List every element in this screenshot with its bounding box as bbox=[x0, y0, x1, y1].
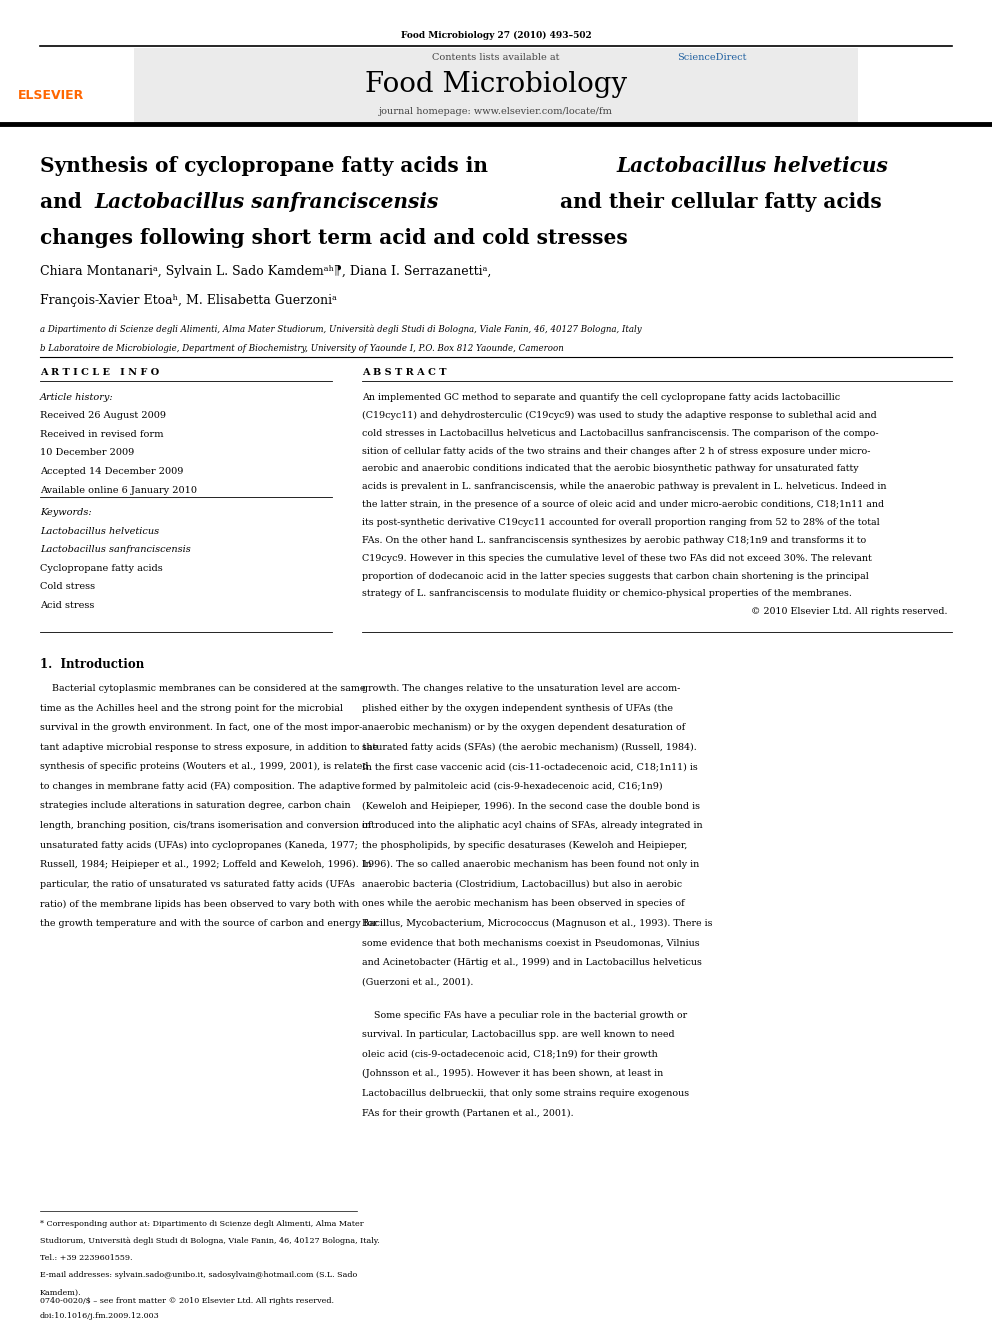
Text: and Acinetobacter (Härtig et al., 1999) and in Lactobacillus helveticus: and Acinetobacter (Härtig et al., 1999) … bbox=[362, 958, 702, 967]
Text: (Guerzoni et al., 2001).: (Guerzoni et al., 2001). bbox=[362, 978, 473, 987]
Text: Synthesis of cyclopropane fatty acids in: Synthesis of cyclopropane fatty acids in bbox=[40, 156, 495, 176]
Text: Lactobacillus sanfranciscensis: Lactobacillus sanfranciscensis bbox=[40, 545, 190, 554]
Text: (C19cyc11) and dehydrosterculic (C19cyc9) was used to study the adaptive respons: (C19cyc11) and dehydrosterculic (C19cyc9… bbox=[362, 410, 877, 419]
Text: A R T I C L E   I N F O: A R T I C L E I N F O bbox=[40, 368, 159, 377]
Text: Lactobacillus delbrueckii, that only some strains require exogenous: Lactobacillus delbrueckii, that only som… bbox=[362, 1089, 689, 1098]
Text: cold stresses in Lactobacillus helveticus and Lactobacillus sanfranciscensis. Th: cold stresses in Lactobacillus helveticu… bbox=[362, 429, 879, 438]
Text: Received in revised form: Received in revised form bbox=[40, 430, 163, 439]
Text: some evidence that both mechanisms coexist in Pseudomonas, Vilnius: some evidence that both mechanisms coexi… bbox=[362, 938, 699, 947]
Text: FAs for their growth (Partanen et al., 2001).: FAs for their growth (Partanen et al., 2… bbox=[362, 1109, 573, 1118]
Text: synthesis of specific proteins (Wouters et al., 1999, 2001), is related: synthesis of specific proteins (Wouters … bbox=[40, 762, 368, 771]
Text: (Johnsson et al., 1995). However it has been shown, at least in: (Johnsson et al., 1995). However it has … bbox=[362, 1069, 664, 1078]
Text: the latter strain, in the presence of a source of oleic acid and under micro-aer: the latter strain, in the presence of a … bbox=[362, 500, 884, 509]
Text: Food Microbiology: Food Microbiology bbox=[365, 71, 627, 98]
Text: journal homepage: www.elsevier.com/locate/fm: journal homepage: www.elsevier.com/locat… bbox=[379, 107, 613, 116]
Text: An implemented GC method to separate and quantify the cell cyclopropane fatty ac: An implemented GC method to separate and… bbox=[362, 393, 840, 402]
Text: 1996). The so called anaerobic mechanism has been found not only in: 1996). The so called anaerobic mechanism… bbox=[362, 860, 699, 869]
Text: ratio) of the membrane lipids has been observed to vary both with: ratio) of the membrane lipids has been o… bbox=[40, 900, 359, 909]
Text: the phospholipids, by specific desaturases (Keweloh and Heipieper,: the phospholipids, by specific desaturas… bbox=[362, 840, 687, 849]
Text: Cyclopropane fatty acids: Cyclopropane fatty acids bbox=[40, 564, 163, 573]
Text: anaerobic mechanism) or by the oxygen dependent desaturation of: anaerobic mechanism) or by the oxygen de… bbox=[362, 724, 685, 732]
Text: © 2010 Elsevier Ltd. All rights reserved.: © 2010 Elsevier Ltd. All rights reserved… bbox=[751, 607, 947, 617]
Text: Keywords:: Keywords: bbox=[40, 508, 91, 517]
Text: anaerobic bacteria (Clostridium, Lactobacillus) but also in aerobic: anaerobic bacteria (Clostridium, Lactoba… bbox=[362, 880, 682, 889]
Text: Article history:: Article history: bbox=[40, 393, 113, 402]
Text: Lactobacillus helveticus: Lactobacillus helveticus bbox=[616, 156, 888, 176]
Text: (Keweloh and Heipieper, 1996). In the second case the double bond is: (Keweloh and Heipieper, 1996). In the se… bbox=[362, 802, 700, 811]
Text: Cold stress: Cold stress bbox=[40, 582, 95, 591]
Text: Russell, 1984; Heipieper et al., 1992; Loffeld and Keweloh, 1996). In: Russell, 1984; Heipieper et al., 1992; L… bbox=[40, 860, 371, 869]
Text: C19cyc9. However in this species the cumulative level of these two FAs did not e: C19cyc9. However in this species the cum… bbox=[362, 554, 872, 562]
Text: Received 26 August 2009: Received 26 August 2009 bbox=[40, 411, 166, 421]
Text: Tel.: +39 2239601559.: Tel.: +39 2239601559. bbox=[40, 1254, 132, 1262]
Text: FAs. On the other hand L. sanfranciscensis synthesizes by aerobic pathway C18;1n: FAs. On the other hand L. sanfranciscens… bbox=[362, 536, 866, 545]
Text: aerobic and anaerobic conditions indicated that the aerobic biosynthetic pathway: aerobic and anaerobic conditions indicat… bbox=[362, 464, 859, 474]
Text: unsaturated fatty acids (UFAs) into cyclopropanes (Kaneda, 1977;: unsaturated fatty acids (UFAs) into cycl… bbox=[40, 840, 357, 849]
Text: Accepted 14 December 2009: Accepted 14 December 2009 bbox=[40, 467, 184, 476]
Text: ELSEVIER: ELSEVIER bbox=[18, 89, 84, 102]
Text: particular, the ratio of unsaturated vs saturated fatty acids (UFAs: particular, the ratio of unsaturated vs … bbox=[40, 880, 354, 889]
Text: Contents lists available at: Contents lists available at bbox=[432, 53, 562, 62]
Text: ones while the aerobic mechanism has been observed in species of: ones while the aerobic mechanism has bee… bbox=[362, 900, 684, 909]
Text: Acid stress: Acid stress bbox=[40, 601, 94, 610]
Text: François-Xavier Etoaʰ, M. Elisabetta Guerzoniᵃ: François-Xavier Etoaʰ, M. Elisabetta Gue… bbox=[40, 294, 336, 307]
Text: * Corresponding author at: Dipartimento di Scienze degli Alimenti, Alma Mater: * Corresponding author at: Dipartimento … bbox=[40, 1220, 363, 1228]
Text: changes following short term acid and cold stresses: changes following short term acid and co… bbox=[40, 228, 627, 247]
Text: Bacillus, Mycobacterium, Micrococcus (Magnuson et al., 1993). There is: Bacillus, Mycobacterium, Micrococcus (Ma… bbox=[362, 919, 712, 927]
Text: plished either by the oxygen independent synthesis of UFAs (the: plished either by the oxygen independent… bbox=[362, 704, 674, 713]
Text: length, branching position, cis/trans isomerisation and conversion of: length, branching position, cis/trans is… bbox=[40, 822, 371, 830]
Text: survival in the growth environment. In fact, one of the most impor-: survival in the growth environment. In f… bbox=[40, 724, 362, 732]
Text: tant adaptive microbial response to stress exposure, in addition to the: tant adaptive microbial response to stre… bbox=[40, 742, 378, 751]
Text: 1.  Introduction: 1. Introduction bbox=[40, 658, 144, 671]
Text: Bacterial cytoplasmic membranes can be considered at the same: Bacterial cytoplasmic membranes can be c… bbox=[40, 684, 365, 693]
Text: proportion of dodecanoic acid in the latter species suggests that carbon chain s: proportion of dodecanoic acid in the lat… bbox=[362, 572, 869, 581]
Bar bbox=[134, 48, 858, 123]
Text: and their cellular fatty acids: and their cellular fatty acids bbox=[553, 192, 881, 212]
Text: and: and bbox=[40, 192, 88, 212]
Text: formed by palmitoleic acid (cis-9-hexadecenoic acid, C16;1n9): formed by palmitoleic acid (cis-9-hexade… bbox=[362, 782, 663, 791]
Text: In the first case vaccenic acid (cis-11-octadecenoic acid, C18;1n11) is: In the first case vaccenic acid (cis-11-… bbox=[362, 762, 697, 771]
Text: the growth temperature and with the source of carbon and energy for: the growth temperature and with the sour… bbox=[40, 919, 377, 927]
Text: strategies include alterations in saturation degree, carbon chain: strategies include alterations in satura… bbox=[40, 802, 350, 811]
Text: Kamdem).: Kamdem). bbox=[40, 1289, 81, 1297]
Text: growth. The changes relative to the unsaturation level are accom-: growth. The changes relative to the unsa… bbox=[362, 684, 681, 693]
Text: strategy of L. sanfranciscensis to modulate fluidity or chemico-physical propert: strategy of L. sanfranciscensis to modul… bbox=[362, 590, 852, 598]
Text: oleic acid (cis-9-octadecenoic acid, C18;1n9) for their growth: oleic acid (cis-9-octadecenoic acid, C18… bbox=[362, 1049, 658, 1058]
Text: 10 December 2009: 10 December 2009 bbox=[40, 448, 134, 458]
Text: its post-synthetic derivative C19cyc11 accounted for overall proportion ranging : its post-synthetic derivative C19cyc11 a… bbox=[362, 519, 880, 527]
Text: Studiorum, Università degli Studi di Bologna, Viale Fanin, 46, 40127 Bologna, It: Studiorum, Università degli Studi di Bol… bbox=[40, 1237, 379, 1245]
Text: to changes in membrane fatty acid (FA) composition. The adaptive: to changes in membrane fatty acid (FA) c… bbox=[40, 782, 360, 791]
Text: 0740-0020/$ – see front matter © 2010 Elsevier Ltd. All rights reserved.: 0740-0020/$ – see front matter © 2010 El… bbox=[40, 1297, 333, 1304]
Text: E-mail addresses: sylvain.sado@unibo.it, sadosylvain@hotmail.com (S.L. Sado: E-mail addresses: sylvain.sado@unibo.it,… bbox=[40, 1271, 357, 1279]
Text: A B S T R A C T: A B S T R A C T bbox=[362, 368, 446, 377]
Text: Available online 6 January 2010: Available online 6 January 2010 bbox=[40, 486, 196, 495]
Text: acids is prevalent in L. sanfranciscensis, while the anaerobic pathway is preval: acids is prevalent in L. sanfranciscensi… bbox=[362, 483, 887, 491]
Text: survival. In particular, Lactobacillus spp. are well known to need: survival. In particular, Lactobacillus s… bbox=[362, 1031, 675, 1039]
Text: sition of cellular fatty acids of the two strains and their changes after 2 h of: sition of cellular fatty acids of the tw… bbox=[362, 447, 871, 455]
Text: saturated fatty acids (SFAs) (the aerobic mechanism) (Russell, 1984).: saturated fatty acids (SFAs) (the aerobi… bbox=[362, 742, 696, 751]
Text: Lactobacillus sanfranciscensis: Lactobacillus sanfranciscensis bbox=[94, 192, 438, 212]
Text: ScienceDirect: ScienceDirect bbox=[678, 53, 747, 62]
Text: time as the Achilles heel and the strong point for the microbial: time as the Achilles heel and the strong… bbox=[40, 704, 342, 713]
Text: b Laboratoire de Microbiologie, Department of Biochemistry, University of Yaound: b Laboratoire de Microbiologie, Departme… bbox=[40, 344, 563, 353]
Text: a Dipartimento di Scienze degli Alimenti, Alma Mater Studiorum, Università degli: a Dipartimento di Scienze degli Alimenti… bbox=[40, 324, 641, 333]
Text: Lactobacillus helveticus: Lactobacillus helveticus bbox=[40, 527, 159, 536]
Text: Chiara Montanariᵃ, Sylvain L. Sado Kamdemᵃʰ⁋, Diana I. Serrazanettiᵃ,: Chiara Montanariᵃ, Sylvain L. Sado Kamde… bbox=[40, 265, 491, 278]
Text: Some specific FAs have a peculiar role in the bacterial growth or: Some specific FAs have a peculiar role i… bbox=[362, 1011, 687, 1020]
Text: doi:10.1016/j.fm.2009.12.003: doi:10.1016/j.fm.2009.12.003 bbox=[40, 1312, 160, 1320]
Text: Food Microbiology 27 (2010) 493–502: Food Microbiology 27 (2010) 493–502 bbox=[401, 30, 591, 40]
Text: introduced into the aliphatic acyl chains of SFAs, already integrated in: introduced into the aliphatic acyl chain… bbox=[362, 822, 702, 830]
